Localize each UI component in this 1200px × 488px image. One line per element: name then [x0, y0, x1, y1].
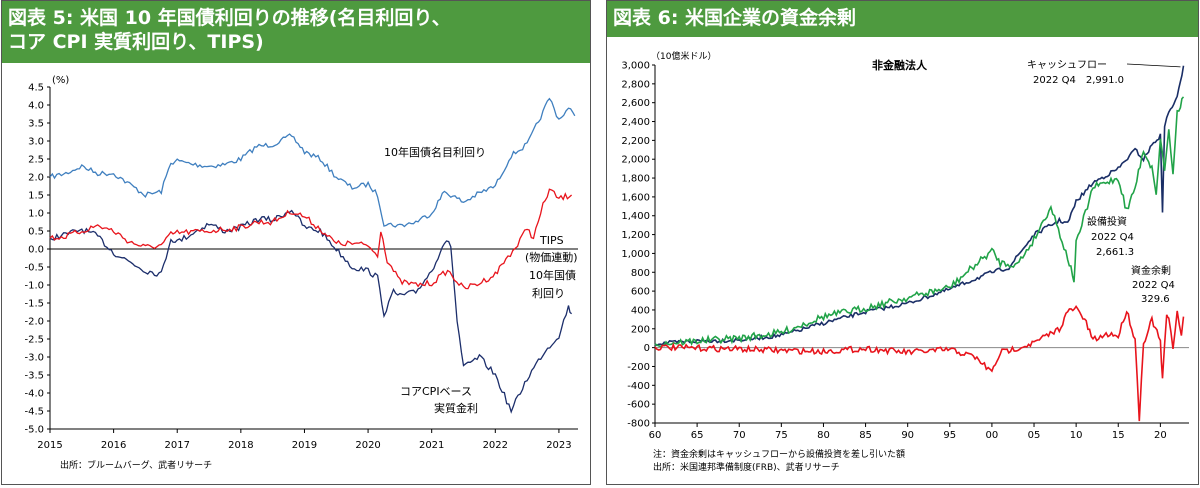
y-tick-label: 800 [631, 268, 650, 279]
y-tick-label: 3,000 [621, 61, 650, 72]
x-tick-label: 2019 [292, 440, 317, 451]
y-tick-label: 1.5 [28, 191, 44, 202]
y-tick-label: 1.0 [28, 209, 44, 220]
y-tick-label: 1,400 [621, 211, 650, 222]
series-line-2 [654, 304, 1185, 422]
surplus-chart-panel: 図表 6: 米国企業の資金余剰 （10億米ドル） 非金融法人 3,000 2,800 2… [606, 0, 1199, 485]
x-tick-label: 2021 [419, 440, 444, 451]
annotation-surplus-q: 2022 Q4 [1132, 280, 1175, 291]
yield-chart-panel: 図表 5: 米国 10 年国債利回りの推移(名目利回り、 コア CPI 実質利回… [1, 0, 591, 485]
x-tick-label: 2022 [483, 440, 508, 451]
panel-title: 図表 5: 米国 10 年国債利回りの推移(名目利回り、 コア CPI 実質利回… [2, 1, 590, 63]
y-tick-label: -2.0 [24, 317, 44, 328]
annotation-capex-value: 2,661.3 [1096, 247, 1134, 258]
y-tick-label: -600 [627, 400, 650, 411]
y-tick-label: 3.5 [28, 119, 44, 130]
annotation-surplus-label: 資金余剰 [1131, 264, 1171, 277]
panel-title-line1: 図表 6: 米国企業の資金余剰 [613, 7, 857, 29]
x-tick-label: 80 [817, 430, 830, 441]
annotation-capex-q: 2022 Q4 [1091, 232, 1134, 243]
x-tick-label: 10 [1070, 430, 1083, 441]
y-tick-label: 0.5 [28, 227, 44, 238]
panel-title-line2: コア CPI 実質利回り、TIPS) [8, 31, 264, 53]
annotation-cf-arrow [1126, 63, 1181, 68]
y-tick-label: 2,400 [621, 117, 650, 128]
x-tick-label: 95 [943, 430, 956, 441]
y-tick-label: 0.0 [28, 245, 44, 256]
y-tick-label: -2.5 [24, 335, 44, 346]
panel-title: 図表 6: 米国企業の資金余剰 [607, 1, 1198, 37]
annotation-tips-2: (物価連動) [525, 250, 578, 264]
series-line-1 [654, 96, 1185, 348]
x-tick-label: 60 [649, 430, 662, 441]
y-tick-label: 4.5 [28, 83, 44, 94]
annotation-tips-4: 利回り [532, 287, 565, 300]
y-tick-label: 2,200 [621, 136, 650, 147]
series-line-0 [654, 65, 1185, 347]
y-tick-label: -3.5 [24, 371, 44, 382]
y-tick-label: 1,000 [621, 249, 650, 260]
x-tick-label: 20 [1154, 430, 1167, 441]
yield-chart: (%) 4.5 4.0 3.5 3.0 2.5 2.0 1.5 1.0 0.5 0.0 -0.5 -1.… [24, 75, 578, 471]
y-tick-label: 400 [631, 305, 650, 316]
y-tick-label: -1.0 [24, 281, 44, 292]
annotation-tips-1: TIPS [539, 234, 564, 247]
series-line-1 [49, 209, 573, 414]
x-tick-label: 05 [1028, 430, 1041, 441]
x-tick-label: 15 [1112, 430, 1125, 441]
annotation-cf-label: キャッシュフロー [1027, 60, 1107, 71]
x-tick-label: 2018 [228, 440, 253, 451]
y-tick-label: -4.5 [24, 407, 44, 418]
x-tick-label: 2020 [355, 440, 380, 451]
annotation-nominal: 10年国債名目利回り [384, 145, 486, 159]
annotation-core-2: 実質金利 [434, 401, 478, 415]
y-tick-label: 2.0 [28, 173, 44, 184]
y-unit-label: (%) [52, 75, 69, 86]
y-tick-label: -3.0 [24, 353, 44, 364]
series-line-0 [49, 97, 576, 228]
y-tick-label: 3.0 [28, 137, 44, 148]
y-unit-label: （10億米ドル） [651, 50, 716, 62]
y-tick-label: 2,800 [621, 79, 650, 90]
y-tick-label: 200 [631, 324, 650, 335]
annotation-cf-value: 2022 Q4 2,991.0 [1033, 75, 1124, 86]
source-note: 出所：米国連邦準備制度(FRB)、武者リサーチ [653, 461, 840, 473]
y-tick-label: 2.5 [28, 155, 44, 166]
y-tick-label: -0.5 [24, 263, 44, 274]
y-tick-label: 1,600 [621, 192, 650, 203]
y-tick-label: 600 [631, 287, 650, 298]
x-tick-label: 75 [775, 430, 788, 441]
source-note: 出所：ブルームバーグ、武者リサーチ [60, 459, 212, 471]
x-tick-label: 00 [986, 430, 999, 441]
annotation-core-1: コアCPIベース [400, 385, 472, 398]
x-tick-label: 65 [691, 430, 704, 441]
y-tick-label: 0 [644, 343, 650, 354]
panel-title-line1: 図表 5: 米国 10 年国債利回りの推移(名目利回り、 [8, 7, 451, 29]
y-tick-label: -800 [627, 419, 650, 430]
y-tick-label: 1,200 [621, 230, 650, 241]
x-tick-label: 2023 [546, 440, 571, 451]
y-tick-label: -200 [627, 362, 650, 373]
y-tick-label: 2,600 [621, 98, 650, 109]
surplus-chart: （10億米ドル） 非金融法人 3,000 2,800 2,600 2,400 2,200 2,… [621, 50, 1189, 473]
y-tick-label: -400 [627, 381, 650, 392]
x-tick-label: 85 [859, 430, 872, 441]
y-tick-label: 2,000 [621, 155, 650, 166]
chart-note: 注：資金余剰はキャッシュフローから設備投資を差し引いた額 [653, 448, 905, 460]
x-tick-label: 2016 [101, 440, 126, 451]
x-tick-label: 2017 [165, 440, 190, 451]
chart-subtitle: 非金融法人 [872, 58, 928, 72]
y-tick-label: 1,800 [621, 174, 650, 185]
annotation-capex-label: 設備投資 [1087, 215, 1127, 228]
y-tick-label: -4.0 [24, 389, 44, 400]
y-tick-label: -5.0 [24, 425, 44, 436]
annotation-surplus-value: 329.6 [1141, 294, 1170, 305]
x-tick-label: 70 [733, 430, 746, 441]
x-tick-label: 2015 [37, 440, 62, 451]
series-line-2 [49, 188, 573, 290]
y-tick-label: 4.0 [28, 101, 44, 112]
y-tick-label: -1.5 [24, 299, 44, 310]
annotation-tips-3: 10年国債 [529, 268, 576, 282]
x-tick-label: 90 [901, 430, 914, 441]
